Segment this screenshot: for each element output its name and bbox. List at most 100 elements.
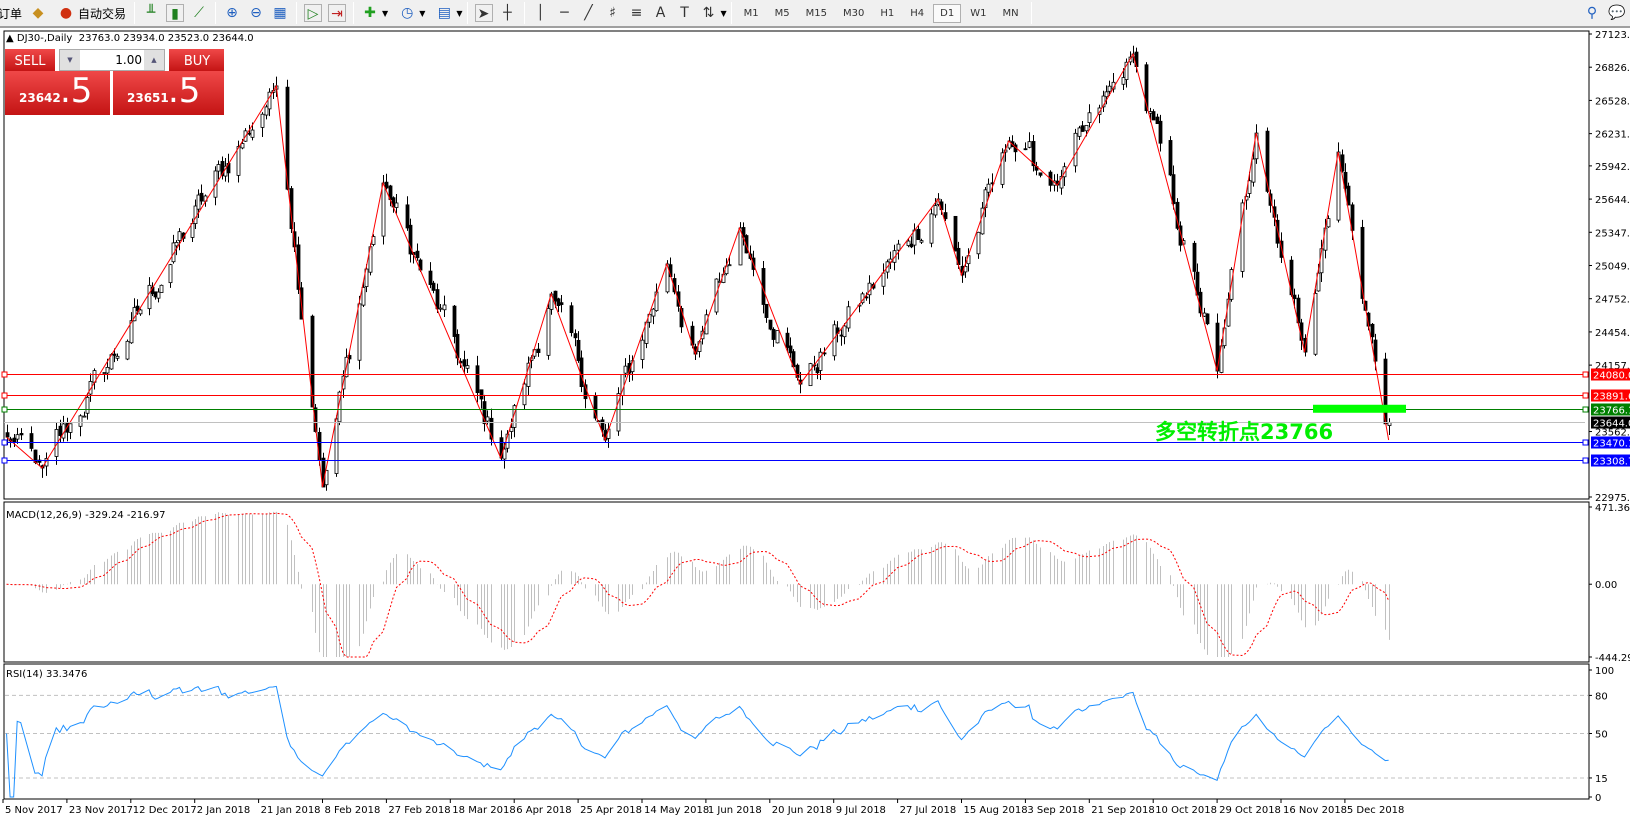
- gold-bars-icon[interactable]: ◆: [32, 5, 44, 21]
- fibo-fan-icon[interactable]: ≡: [630, 5, 643, 21]
- trendline-icon[interactable]: ╱: [584, 5, 593, 21]
- candle-body: [247, 132, 252, 135]
- rsi-tick-label: 100: [1595, 666, 1614, 677]
- level-handle-right: [1582, 371, 1589, 378]
- candle-body: [236, 146, 241, 176]
- timeframe-h1[interactable]: H1: [880, 7, 895, 19]
- line-chart-icon[interactable]: ⟋: [194, 5, 204, 21]
- date-tick-label: 12 Dec 2017: [133, 805, 197, 816]
- timeframe-m1[interactable]: M1: [743, 7, 759, 19]
- candle-body: [1124, 61, 1129, 80]
- candle-body: [623, 365, 628, 374]
- candle-body: [553, 290, 558, 302]
- candle-body: [943, 212, 948, 220]
- autotrade-label: 自动交易: [78, 6, 127, 21]
- level-handle-right: [1582, 392, 1589, 399]
- date-tick-label: 27 Jul 2018: [900, 805, 957, 816]
- candle-body: [1178, 225, 1183, 246]
- volume-input[interactable]: 1.00: [115, 53, 142, 67]
- candlestick-icon[interactable]: ▮: [166, 4, 185, 22]
- level-handle-left: [1, 439, 8, 446]
- chat-icon[interactable]: 💬: [1608, 5, 1626, 21]
- level-handle-left: [1, 406, 8, 413]
- fibonacci-icon[interactable]: ♯: [609, 5, 616, 21]
- candle-body: [1168, 140, 1173, 176]
- sell-button[interactable]: SELL: [5, 49, 55, 72]
- candle-body: [29, 433, 34, 449]
- decrease-volume-button[interactable]: ▼: [60, 50, 80, 70]
- timeframe-d1[interactable]: D1: [933, 3, 962, 23]
- chart-shift-icon[interactable]: ▷: [304, 4, 323, 22]
- autotrade-button[interactable]: ● 自动交易: [50, 1, 130, 25]
- sell-price-button[interactable]: 23642 .5: [5, 71, 110, 115]
- timeframe-m5[interactable]: M5: [774, 7, 790, 19]
- sell-label: SELL: [8, 52, 52, 72]
- candle-body: [1023, 148, 1028, 151]
- price-tick-label: 26826.0: [1595, 63, 1630, 74]
- zoom-out-icon[interactable]: ⊖: [250, 5, 262, 21]
- crosshair-icon[interactable]: ┼: [503, 5, 512, 21]
- text-label-icon[interactable]: T: [680, 5, 689, 21]
- increase-volume-button[interactable]: ▲: [144, 50, 164, 70]
- date-tick-label: 5 Nov 2017: [5, 805, 63, 816]
- order-button[interactable]: 订单: [0, 1, 26, 25]
- divider: [523, 2, 525, 24]
- cursor-icon[interactable]: ➤: [474, 4, 493, 22]
- search-icon[interactable]: ⚲: [1586, 5, 1598, 21]
- horizontal-line-icon[interactable]: ─: [560, 5, 569, 21]
- date-tick-label: 25 Apr 2018: [580, 805, 642, 816]
- price-tick-label: 25049.5: [1595, 262, 1630, 273]
- collapse-triangle-icon[interactable]: ▲: [6, 33, 14, 44]
- candle-body: [906, 240, 911, 246]
- candle-body: [334, 418, 339, 474]
- templates-icon[interactable]: ▤: [437, 5, 451, 21]
- text-icon[interactable]: A: [655, 5, 666, 21]
- candle-body: [573, 333, 578, 339]
- candle-body: [310, 315, 315, 408]
- volume-stepper[interactable]: ▼ 1.00 ▲: [59, 49, 165, 71]
- candle-body: [1084, 124, 1089, 132]
- divider: [1030, 2, 1032, 24]
- chart-canvas[interactable]: 27123.5 26826.0 26528.5 26231.0 25942.0 25644…: [0, 30, 1630, 819]
- timeframe-m30[interactable]: M30: [843, 7, 865, 19]
- candle-body: [1265, 130, 1270, 192]
- candle-body: [85, 396, 90, 414]
- candle-body: [1240, 202, 1245, 272]
- candle-body: [1077, 127, 1082, 137]
- date-tick-label: 9 Jul 2018: [836, 805, 886, 816]
- price-tick-label: 25942.0: [1595, 162, 1630, 173]
- arrows-icon[interactable]: ⇅: [702, 5, 715, 21]
- candle-body: [168, 264, 173, 284]
- date-tick-label: 3 Sep 2018: [1027, 805, 1084, 816]
- date-tick-label: 14 May 2018: [644, 805, 709, 816]
- zoom-in-icon[interactable]: ⊕: [226, 5, 238, 21]
- bar-chart-icon[interactable]: ╨: [146, 5, 156, 21]
- ohlc-label: 23763.0 23934.0 23523.0 23644.0: [78, 33, 254, 44]
- new-indicator-icon[interactable]: ✚: [364, 5, 376, 21]
- candle-body: [177, 231, 182, 241]
- date-tick-label: 10 Oct 2018: [1155, 805, 1217, 816]
- timeframe-mn[interactable]: MN: [1002, 7, 1019, 19]
- candle-body: [1192, 242, 1197, 272]
- periods-clock-icon[interactable]: ◷: [401, 5, 414, 21]
- rsi-panel-frame: [3, 663, 1590, 800]
- tile-windows-icon[interactable]: ▦: [273, 5, 287, 21]
- timeframe-h4[interactable]: H4: [910, 7, 925, 19]
- buy-price: 23651: [127, 91, 169, 105]
- level-handle-left: [1, 371, 8, 378]
- vertical-line-icon[interactable]: │: [536, 5, 545, 21]
- timeframe-w1[interactable]: W1: [970, 7, 987, 19]
- autoscroll-icon[interactable]: ⇥: [328, 4, 347, 22]
- buy-button[interactable]: BUY: [169, 49, 224, 72]
- date-tick-label: 29 Oct 2018: [1219, 805, 1281, 816]
- candle-body: [569, 305, 574, 334]
- buy-price-button[interactable]: 23651 .5: [113, 71, 224, 115]
- candle-body: [489, 417, 494, 440]
- timeframe-m15[interactable]: M15: [805, 7, 828, 19]
- date-tick-label: 21 Jan 2018: [261, 805, 321, 816]
- price-label-bg: [1591, 436, 1630, 449]
- candle-body: [1107, 85, 1112, 92]
- candle-body: [842, 325, 847, 338]
- level-handle-right: [1582, 457, 1589, 464]
- candle-body: [465, 365, 470, 369]
